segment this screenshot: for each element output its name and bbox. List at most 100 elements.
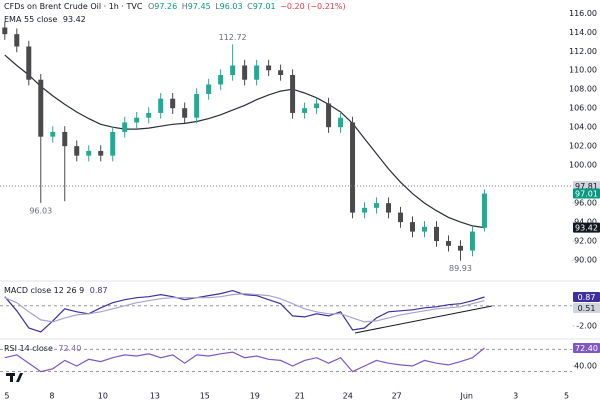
last-price-label: 97.01 (575, 190, 598, 199)
y-tick-label: 108.00 (569, 85, 597, 94)
x-tick-label: 13 (150, 392, 160, 400)
y-tick-label: 94.00 (574, 218, 597, 227)
y-tick-label: 116.00 (569, 9, 597, 18)
quote-label: H (182, 2, 188, 11)
price-annotation: 89.93 (449, 264, 472, 273)
indicator-last-label-box (573, 291, 600, 302)
quote-label: L (215, 2, 220, 11)
candle-body (26, 46, 32, 80)
candle-body (350, 122, 356, 213)
price-annotation: 112.72 (219, 33, 247, 42)
candle-body (386, 203, 392, 213)
candle-body (481, 193, 487, 228)
quote-value: 97.45 (188, 2, 211, 11)
y-tick-label: 110.00 (569, 66, 597, 75)
x-tick-label: 24 (343, 392, 353, 400)
candle-body (433, 226, 439, 242)
logo (6, 373, 23, 382)
candle-body (110, 131, 116, 156)
candle-body (469, 231, 475, 251)
candle-body (266, 65, 272, 71)
y-tick-label: 114.00 (569, 28, 597, 37)
ema-value: 93.42 (63, 15, 86, 24)
candle-body (290, 74, 296, 113)
candle-body (182, 108, 188, 118)
quote-value: 96.03 (220, 2, 243, 11)
x-tick-label: 15 (200, 392, 210, 400)
ema-last-label: 93.42 (575, 224, 598, 233)
ema-line (4, 54, 485, 229)
ema-header: EMA 55 close 93.42 (4, 15, 86, 24)
y-tick-label: 104.00 (569, 123, 597, 132)
y-tick-label: 100.00 (569, 161, 597, 170)
y-tick-label: 102.00 (569, 142, 597, 151)
quote-change: −0.20 (−0.21%) (280, 2, 345, 11)
indicator-line (4, 347, 485, 373)
candle-body (230, 65, 236, 75)
macd-value: 0.87 (90, 286, 108, 295)
candle-body (338, 117, 344, 128)
price-annotation: 96.03 (29, 206, 52, 215)
symbol-title: CFDs on Brent Crude Oil · 1h · TVC (4, 2, 143, 11)
reference-price-label: 97.81 (575, 182, 598, 191)
candle-body (170, 98, 176, 109)
rsi-title: RSI 14 close (4, 344, 53, 353)
candle-body (158, 98, 164, 113)
candle-body (457, 245, 463, 251)
last-price-label-box (573, 188, 600, 199)
y-tick-label: 106.00 (569, 104, 597, 113)
x-tick-label: 27 (392, 392, 402, 400)
indicator-last-label: 72.40 (575, 344, 598, 353)
candle-body (302, 108, 308, 113)
candle-body (445, 241, 451, 246)
quote-value: 97.01 (253, 2, 276, 11)
x-tick-label: 3 (513, 392, 518, 400)
reference-price-label-box (573, 180, 600, 191)
indicator-last-label-box (573, 302, 600, 313)
rsi-value: 72.40 (58, 344, 81, 353)
candle-body (98, 150, 104, 156)
candle-body (398, 212, 404, 223)
candle-body (242, 65, 248, 80)
x-tick-label: 8 (49, 392, 54, 400)
candle-body (122, 122, 128, 132)
ema-name: EMA 55 close (4, 15, 57, 24)
candle-body (2, 27, 8, 35)
y-tick-label: 90.00 (574, 256, 597, 265)
trendline (354, 305, 493, 334)
candle-body (374, 203, 380, 208)
y-tick-label: 96.00 (574, 199, 597, 208)
candle-body (74, 146, 80, 156)
candle-body (38, 79, 44, 137)
candle-body (50, 131, 56, 137)
ema-last-label-box (573, 222, 600, 233)
indicator-line (4, 292, 485, 323)
indicator-last-label-box (573, 343, 600, 353)
candle-body (422, 226, 428, 232)
macd-title: MACD close 12 26 9 (4, 286, 84, 295)
y-tick-label: -2.00 (576, 321, 597, 330)
candle-body (86, 150, 92, 156)
quote-label: O (148, 2, 154, 11)
indicator-line (4, 289, 485, 333)
candle-body (194, 93, 200, 118)
x-tick-label: 5 (564, 392, 569, 400)
indicator-last-label: 0.87 (578, 293, 596, 302)
quote-value: 97.26 (154, 2, 177, 11)
macd-header: MACD close 12 26 9 0.87 (4, 286, 108, 295)
candle-body (362, 207, 368, 213)
y-tick-label: 92.00 (574, 237, 597, 246)
candle-body (254, 65, 260, 80)
candle-body (62, 131, 68, 147)
candle-body (326, 103, 332, 128)
price-header: CFDs on Brent Crude Oil · 1h · TVC O97.2… (4, 2, 346, 11)
candle-body (14, 34, 20, 47)
candle-body (278, 70, 284, 75)
candle-body (410, 222, 416, 232)
candle-body (206, 84, 212, 94)
candle-body (146, 112, 152, 118)
x-tick-label: Jun (459, 392, 473, 400)
